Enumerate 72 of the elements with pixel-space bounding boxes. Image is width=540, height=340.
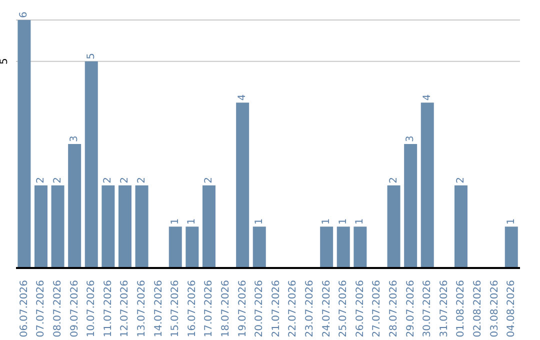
data-label: 6	[18, 12, 30, 18]
x-tick-label: 31.07.2026	[438, 280, 450, 338]
bar	[320, 226, 334, 268]
x-tick-label: 16.07.2026	[186, 280, 198, 338]
x-tick-label: 03.08.2026	[489, 280, 500, 338]
bar	[68, 144, 82, 268]
bar	[51, 185, 64, 268]
x-tick-label: 18.07.2026	[220, 280, 232, 338]
bar	[420, 102, 434, 268]
x-tick-label: 23.07.2026	[304, 280, 316, 338]
bar	[336, 226, 350, 268]
bar	[135, 185, 148, 268]
bar	[34, 185, 48, 268]
x-tick-label: 01.08.2026	[456, 280, 467, 338]
bar	[18, 20, 31, 268]
x-tick-label: 26.07.2026	[354, 280, 366, 338]
x-tick-label: 17.07.2026	[204, 280, 215, 338]
x-tick-label: 04.08.2026	[506, 280, 518, 338]
x-tick-label: 12.07.2026	[120, 280, 131, 338]
bar	[168, 226, 182, 268]
data-label: 2	[102, 176, 114, 184]
x-tick-label: 07.07.2026	[36, 280, 47, 338]
x-tick-label: 15.07.2026	[170, 280, 182, 338]
data-label: 2	[35, 176, 46, 184]
x-tick-label: 10.07.2026	[86, 280, 98, 338]
x-tick-label: 20.07.2026	[254, 280, 266, 338]
x-tick-label: 02.08.2026	[472, 280, 484, 338]
bar	[84, 61, 98, 268]
x-tick-label: 09.07.2026	[69, 280, 80, 338]
data-label: 5	[86, 52, 97, 60]
bar	[102, 185, 115, 268]
x-tick-label: 30.07.2026	[422, 280, 434, 338]
data-label: 4	[422, 94, 433, 101]
x-tick-label: 29.07.2026	[405, 280, 416, 338]
data-label: 2	[136, 176, 148, 184]
data-label: 2	[455, 176, 466, 184]
bar	[454, 185, 468, 268]
data-label: 2	[388, 176, 400, 184]
x-tick-label: 24.07.2026	[321, 280, 332, 338]
data-label: 1	[354, 218, 366, 225]
bar	[504, 226, 518, 268]
x-tick-label: 21.07.2026	[270, 280, 282, 338]
bar	[186, 226, 199, 268]
data-label: 2	[203, 176, 214, 184]
x-tick-label: 27.07.2026	[372, 280, 383, 338]
bar	[118, 185, 132, 268]
x-tick-label: 08.07.2026	[52, 280, 64, 338]
bar	[202, 185, 216, 268]
data-label: 1	[506, 218, 517, 225]
x-tick-label: 19.07.2026	[237, 280, 248, 338]
x-tick-label: 14.07.2026	[153, 280, 164, 338]
data-label: 1	[338, 218, 349, 225]
data-label: 3	[405, 136, 416, 142]
data-label: 1	[254, 218, 265, 225]
x-tick-label: 06.07.2026	[18, 280, 30, 338]
x-tick-label: 11.07.2026	[102, 280, 114, 338]
data-label: 1	[186, 218, 198, 225]
data-label: 2	[119, 176, 130, 184]
bar	[236, 102, 250, 268]
x-tick-label: 28.07.2026	[388, 280, 400, 338]
bar	[354, 226, 367, 268]
x-tick-label: 25.07.2026	[338, 280, 350, 338]
data-label: 1	[170, 218, 181, 225]
data-label: 1	[321, 218, 332, 225]
bar	[252, 226, 266, 268]
bar	[387, 185, 400, 268]
data-label: 4	[237, 94, 248, 101]
x-tick-label: 13.07.2026	[136, 280, 148, 338]
data-label: 2	[52, 176, 64, 184]
x-tick-label: 22.07.2026	[288, 280, 299, 338]
bar	[404, 144, 418, 268]
data-label: 3	[69, 136, 80, 142]
